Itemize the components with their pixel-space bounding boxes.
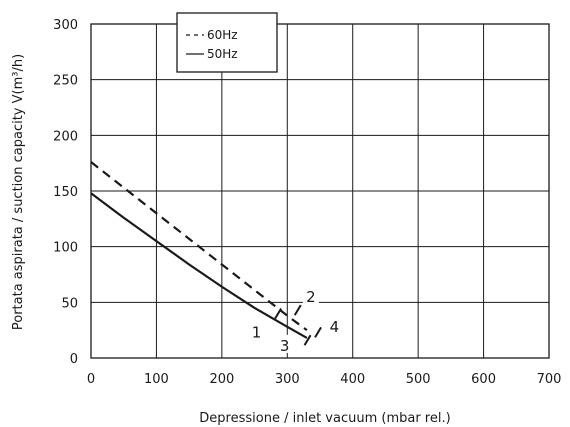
annotation-background [276, 334, 293, 353]
y-tick-label: 100 [53, 241, 78, 256]
y-axis-ticks: 0 50 100 150 200 250 300 [53, 18, 78, 367]
annotation-label: 4 [330, 318, 340, 336]
series-group [90, 161, 308, 339]
x-tick-label: 100 [144, 372, 169, 387]
x-axis-ticks: 0 100 200 300 400 500 600 700 [87, 372, 562, 387]
x-tick-label: 500 [406, 372, 431, 387]
annotation-background [326, 315, 343, 334]
x-tick-label: 300 [275, 372, 300, 387]
series-line-60hz [90, 161, 308, 332]
x-axis-title: Depressione / inlet vacuum (mbar rel.) [199, 411, 450, 426]
operating-limit-marker [303, 334, 312, 346]
y-tick-label: 50 [61, 296, 78, 311]
x-tick-label: 200 [209, 372, 234, 387]
operating-limit-marker [293, 304, 302, 316]
annotation-background [302, 285, 319, 304]
annotation-label: 1 [252, 324, 262, 342]
legend-box [176, 12, 278, 73]
series-line-50hz [90, 192, 308, 339]
y-axis-title: Portata aspirata / suction capacity V(m³… [11, 54, 26, 330]
legend-label-60hz: 60Hz [207, 28, 238, 42]
y-tick-label: 150 [53, 185, 78, 200]
y-tick-label: 250 [53, 74, 78, 89]
x-tick-label: 0 [87, 372, 95, 387]
operating-limit-marker [314, 326, 322, 338]
legend: 60Hz 50Hz [176, 12, 278, 73]
plot-frame [90, 23, 550, 359]
annotations-group: 1 2 3 4 [248, 285, 343, 355]
grid [90, 23, 550, 359]
markers-group [274, 304, 322, 346]
x-tick-label: 600 [471, 372, 496, 387]
annotation-label: 3 [280, 337, 290, 355]
y-tick-label: 0 [70, 352, 78, 367]
x-tick-label: 400 [340, 372, 365, 387]
legend-label-50hz: 50Hz [207, 47, 238, 61]
annotation-label: 2 [306, 288, 316, 306]
y-tick-label: 300 [53, 18, 78, 33]
annotation-background [248, 321, 265, 340]
y-tick-label: 200 [53, 129, 78, 144]
operating-limit-marker [274, 307, 282, 319]
x-tick-label: 700 [537, 372, 562, 387]
